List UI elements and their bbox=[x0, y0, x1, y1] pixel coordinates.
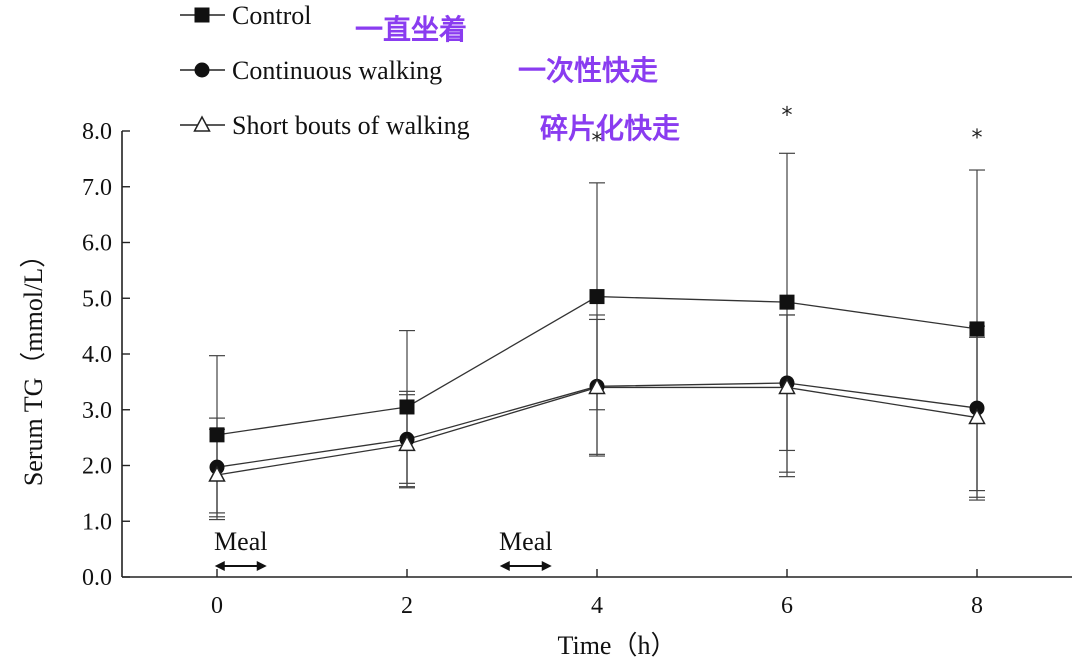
y-tick-label: 7.0 bbox=[82, 175, 112, 201]
significance-star: * bbox=[782, 104, 793, 129]
control-point bbox=[399, 399, 415, 415]
annotations: * * * Meal Meal bbox=[214, 104, 983, 571]
significance-star: * bbox=[972, 126, 983, 151]
y-tick-label: 1.0 bbox=[82, 509, 112, 535]
legend-marker-short-bouts-of-walking bbox=[193, 115, 211, 132]
short-bouts-of-walking-point bbox=[778, 377, 796, 395]
y-tick-label: 0.0 bbox=[82, 565, 112, 591]
series-markers bbox=[208, 289, 986, 482]
legend-label-short-bouts-of-walking: Short bouts of walking bbox=[232, 111, 470, 140]
short-bouts-of-walking-point bbox=[968, 407, 986, 425]
legend-cn-annotation: 一直坐着 bbox=[355, 13, 467, 46]
meal-arrow-head-right bbox=[541, 561, 552, 571]
x-tick-label: 4 bbox=[591, 593, 603, 619]
meal-label: Meal bbox=[499, 527, 552, 556]
legend: Control Continuous walking Short bouts of … bbox=[180, 1, 680, 145]
error-bars bbox=[209, 152, 985, 521]
y-tick-label: 4.0 bbox=[82, 342, 112, 368]
meal-arrow-head-left bbox=[499, 561, 510, 571]
short-bouts-of-walking-point bbox=[588, 377, 606, 395]
control-point bbox=[589, 289, 605, 305]
legend-label-control: Control bbox=[232, 1, 311, 30]
control-point bbox=[779, 294, 795, 310]
x-tick-label: 6 bbox=[781, 593, 793, 619]
legend-cn-annotation: 碎片化快走 bbox=[540, 112, 680, 145]
x-tick-label: 2 bbox=[401, 593, 413, 619]
axes: 0.0 1.0 2.0 3.0 4.0 5.0 6.0 7.0 8.0 0 2 4 6 8 Time（h） S… bbox=[19, 119, 1072, 660]
x-tick-label: 8 bbox=[971, 593, 983, 619]
control-point bbox=[209, 427, 225, 443]
meal-arrow-head-left bbox=[214, 561, 225, 571]
y-tick-label: 5.0 bbox=[82, 286, 112, 312]
x-axis-title: Time（h） bbox=[558, 631, 677, 660]
legend-marker-control bbox=[194, 7, 210, 23]
y-tick-label: 6.0 bbox=[82, 231, 112, 257]
legend-marker-continuous-walking bbox=[194, 62, 210, 78]
significance-star: * bbox=[592, 129, 603, 154]
y-tick-label: 8.0 bbox=[82, 119, 112, 145]
y-tick-label: 3.0 bbox=[82, 398, 112, 424]
control-point bbox=[969, 321, 985, 337]
y-axis-title: Serum TG（mmol/L） bbox=[19, 242, 48, 486]
meal-arrow-head-right bbox=[256, 561, 267, 571]
x-tick-label: 0 bbox=[211, 593, 223, 619]
short-bouts-of-walking-point bbox=[208, 465, 226, 482]
meal-label: Meal bbox=[214, 527, 267, 556]
legend-cn-annotation: 一次性快走 bbox=[518, 54, 658, 87]
legend-label-continuous-walking: Continuous walking bbox=[232, 56, 442, 85]
short-bouts-of-walking-point bbox=[398, 434, 416, 452]
y-tick-label: 2.0 bbox=[82, 454, 112, 480]
